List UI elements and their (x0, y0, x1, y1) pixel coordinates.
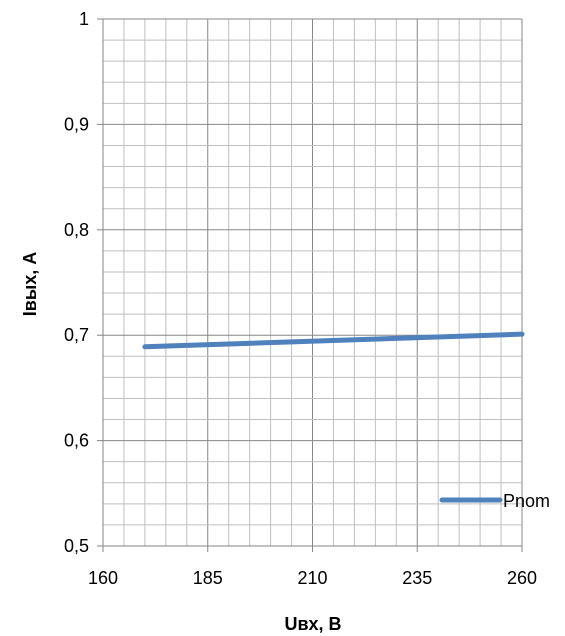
x-tick-label: 235 (402, 568, 432, 588)
x-axis-title: Uвх, В (284, 614, 341, 634)
series-line-pnom (142, 331, 525, 350)
y-tick-label: 0,5 (64, 536, 89, 556)
x-tick-label: 210 (297, 568, 327, 588)
axes (97, 18, 523, 552)
y-tick-label: 0,8 (64, 220, 89, 240)
y-tick-labels: 0,5 0,6 0,7 0,8 0,9 1 (64, 9, 89, 556)
y-tick-label: 0,6 (64, 431, 89, 451)
y-tick-label: 0,9 (64, 114, 89, 134)
x-tick-label: 185 (193, 568, 223, 588)
x-tick-label: 260 (507, 568, 537, 588)
x-tick-label: 160 (88, 568, 118, 588)
legend-label: Pnom (503, 491, 550, 511)
grid (102, 18, 523, 547)
series-layer (142, 331, 525, 350)
y-tick-label: 1 (79, 9, 89, 29)
x-tick-labels: 160 185 210 235 260 (88, 568, 537, 588)
legend: Pnom (439, 491, 550, 511)
y-axis-title: Iвых, А (20, 252, 40, 316)
y-tick-label: 0,7 (64, 325, 89, 345)
